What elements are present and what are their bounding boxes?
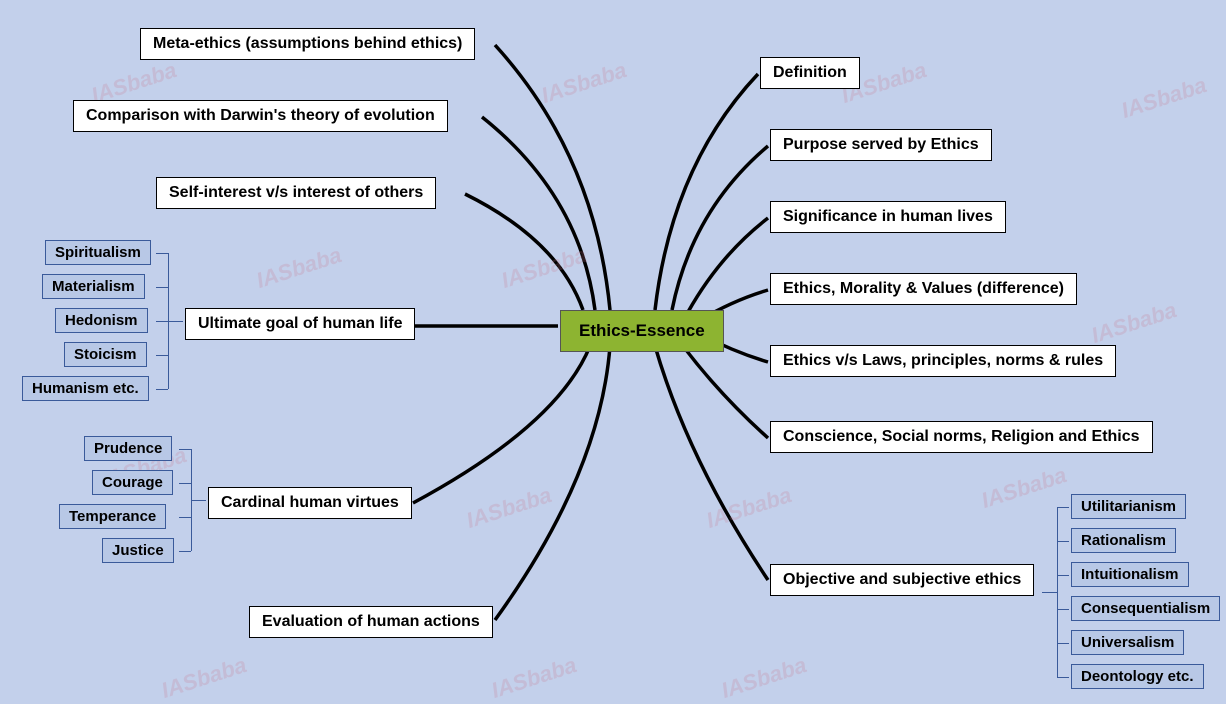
branch-node-objective: Objective and subjective ethics (770, 564, 1034, 596)
branch-node-cardinal: Cardinal human virtues (208, 487, 412, 519)
sub-node-objective-2: Intuitionalism (1071, 562, 1189, 587)
branch-node-laws: Ethics v/s Laws, principles, norms & rul… (770, 345, 1116, 377)
sub-node-objective-3: Consequentialism (1071, 596, 1220, 621)
branch-node-morality: Ethics, Morality & Values (difference) (770, 273, 1077, 305)
watermark-text: IASbaba (703, 482, 795, 534)
branch-node-darwin: Comparison with Darwin's theory of evolu… (73, 100, 448, 132)
branch-node-definition: Definition (760, 57, 860, 89)
sub-node-ultimate-2: Hedonism (55, 308, 148, 333)
sub-node-objective-1: Rationalism (1071, 528, 1176, 553)
center-node: Ethics-Essence (560, 310, 724, 352)
branch-node-conscience: Conscience, Social norms, Religion and E… (770, 421, 1153, 453)
watermark-text: IASbaba (158, 652, 250, 704)
sub-node-cardinal-3: Justice (102, 538, 174, 563)
branch-node-evaluation: Evaluation of human actions (249, 606, 493, 638)
branch-node-purpose: Purpose served by Ethics (770, 129, 992, 161)
sub-node-cardinal-0: Prudence (84, 436, 172, 461)
sub-node-objective-4: Universalism (1071, 630, 1184, 655)
watermark-text: IASbaba (538, 57, 630, 109)
sub-node-objective-5: Deontology etc. (1071, 664, 1204, 689)
watermark-text: IASbaba (498, 242, 590, 294)
sub-node-cardinal-2: Temperance (59, 504, 166, 529)
branch-node-meta: Meta-ethics (assumptions behind ethics) (140, 28, 475, 60)
sub-node-ultimate-0: Spiritualism (45, 240, 151, 265)
watermark-text: IASbaba (253, 242, 345, 294)
branch-node-selfint: Self-interest v/s interest of others (156, 177, 436, 209)
branch-node-ultimate: Ultimate goal of human life (185, 308, 415, 340)
sub-node-ultimate-4: Humanism etc. (22, 376, 149, 401)
watermark-text: IASbaba (1088, 297, 1180, 349)
sub-node-ultimate-1: Materialism (42, 274, 145, 299)
sub-node-ultimate-3: Stoicism (64, 342, 147, 367)
watermark-text: IASbaba (488, 652, 580, 704)
watermark-text: IASbaba (463, 482, 555, 534)
branch-node-significance: Significance in human lives (770, 201, 1006, 233)
sub-node-objective-0: Utilitarianism (1071, 494, 1186, 519)
sub-node-cardinal-1: Courage (92, 470, 173, 495)
watermark-text: IASbaba (718, 652, 810, 704)
watermark-text: IASbaba (1118, 72, 1210, 124)
